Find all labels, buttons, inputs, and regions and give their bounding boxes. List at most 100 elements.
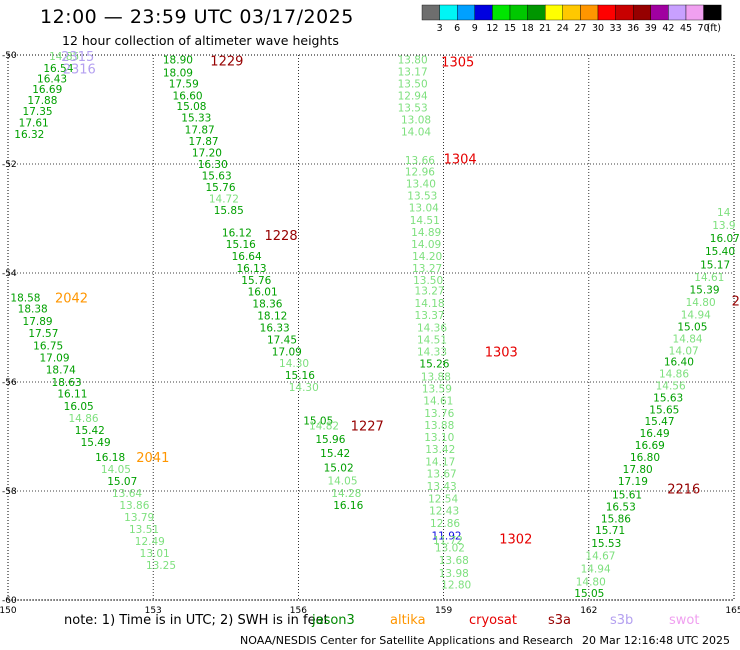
swh-value-label: 11.72 [433, 535, 463, 547]
swh-value-label: 15.16 [285, 370, 315, 382]
swh-value-label: 14.61 [694, 272, 724, 284]
swh-value-label: 17.45 [267, 334, 297, 346]
y-tick-label: -58 [2, 487, 17, 497]
swh-value-label: 15.42 [75, 425, 105, 437]
swh-value-label: 18.74 [46, 364, 76, 376]
swh-value-label: 15.05 [677, 321, 707, 333]
swh-value-label: 13.68 [439, 555, 469, 567]
swh-value-label: 17.87 [185, 125, 215, 137]
colorbar-swatch [615, 4, 634, 21]
swh-value-label: 14.30 [289, 382, 319, 394]
colorbar-swatch [562, 4, 581, 21]
swh-value-label: 14.04 [401, 126, 431, 138]
mission-legend-s3a: s3a [548, 613, 572, 628]
swh-value-label: 13.67 [427, 469, 457, 481]
swh-value-label: 12.43 [429, 506, 459, 518]
swh-value-label: 17.09 [39, 352, 69, 364]
swh-value-label: 17.61 [19, 118, 49, 130]
swh-value-label: 14.51 [417, 334, 447, 346]
colorbar-label: 33 [610, 23, 622, 34]
swh-value-label: 14.17 [425, 457, 455, 469]
swh-value-label: 15.47 [644, 416, 674, 428]
swh-value-label: 15.40 [705, 246, 735, 258]
swh-value-label: 15.42 [320, 448, 350, 460]
swh-value-label: 13.64 [112, 488, 142, 500]
y-tick-label: -60 [2, 596, 17, 606]
swh-value-label: 14.89 [411, 227, 441, 239]
swh-value-label: 18.36 [252, 299, 282, 311]
swh-value-label: 17.80 [623, 464, 653, 476]
swh-value-label: 15.86 [601, 513, 631, 525]
colorbar-label: 24 [557, 23, 569, 34]
swh-value-label: 13.66 [405, 155, 435, 167]
pass-time-label: 2041 [136, 451, 169, 466]
swh-value-label: 15.61 [612, 489, 642, 501]
swh-value-label: 15.07 [107, 476, 137, 488]
swh-value-label: 14.94 [681, 309, 711, 321]
colorbar-swatch [474, 4, 493, 21]
x-tick-label: 162 [580, 606, 597, 616]
colorbar-label: 39 [645, 23, 657, 34]
swh-value-label: 15.05 [574, 588, 604, 600]
swh-value-label: 15.76 [241, 275, 271, 287]
swh-value-label: 12.96 [405, 167, 435, 179]
x-tick-label: 156 [290, 606, 307, 616]
swh-value-label: 13.51 [129, 524, 159, 536]
swh-value-label: 15.39 [689, 284, 719, 296]
swh-value-label: 13.98 [439, 568, 469, 580]
swh-value-label: 17.09 [272, 346, 302, 358]
colorbar-label: 21 [539, 23, 551, 34]
swh-value-label: 13.59 [422, 384, 452, 396]
swh-value-label: 14.84 [673, 333, 703, 345]
pass-time-label: 1305 [441, 56, 474, 71]
swh-value-label: 18.63 [52, 377, 82, 389]
swh-value-label: 15.26 [419, 358, 449, 370]
swh-value-label: 13.43 [427, 481, 457, 493]
swh-value-label: 16.16 [333, 500, 363, 512]
colorbar-swatch [668, 4, 687, 21]
swh-value-label: 15.17 [700, 259, 730, 271]
swh-value-label: 14.51 [410, 215, 440, 227]
swh-value-label: 14.20 [412, 251, 442, 263]
swh-value-label: 17.59 [169, 78, 199, 90]
pass-time-label: 2216 [667, 482, 700, 497]
colorbar-swatch [580, 4, 599, 21]
swh-value-label: 12.80 [441, 580, 471, 592]
swh-value-label: 16.11 [57, 388, 87, 400]
swh-value-label: 18.90 [163, 54, 193, 66]
swh-value-label: 18.38 [18, 303, 48, 315]
swh-value-label: 16.40 [664, 356, 694, 368]
mission-legend-jason3: jason3 [312, 613, 355, 628]
swh-value-label: 14.05 [327, 476, 357, 488]
swh-value-label: 14.09 [411, 239, 441, 251]
colorbar-label: 18 [522, 23, 534, 34]
colorbar-swatch [633, 4, 652, 21]
data-layer: 14.8516.5416.4316.6917.8817.3517.6116.32… [10, 50, 740, 600]
swh-value-label: 16.80 [630, 452, 660, 464]
y-tick-label: -52 [2, 160, 17, 170]
mission-legend-altika: altika [390, 613, 426, 628]
swh-value-label: 16.33 [260, 323, 290, 335]
mission-legend-swot: swot [669, 613, 700, 628]
swh-value-label: 13.01 [140, 548, 170, 560]
x-tick-label: 159 [435, 606, 452, 616]
swh-value-label: 13.17 [398, 66, 428, 78]
swh-value-label: 14.94 [581, 563, 611, 575]
swh-value-label: 13.08 [401, 114, 431, 126]
swh-value-label: 17.35 [23, 106, 53, 118]
pass-time-label: 1303 [485, 345, 518, 360]
swh-value-label: 16.60 [173, 90, 203, 102]
colorbar-label: 30 [592, 23, 604, 34]
swh-value-label: 18.12 [257, 311, 287, 323]
pass-time-label: 1227 [351, 420, 384, 435]
colorbar-swatch [509, 4, 528, 21]
swh-value-label: 15.05 [303, 416, 333, 428]
swh-value-label: 16.13 [236, 263, 266, 275]
swh-value-label: 12.49 [135, 536, 165, 548]
colorbar-swatch [703, 4, 722, 21]
colorbar-label: 36 [627, 23, 639, 34]
swh-value-label: 17.20 [192, 148, 222, 160]
swh-value-label: 14.82 [309, 421, 339, 433]
x-tick-label: 150 [0, 606, 17, 616]
swh-value-label: 14.80 [576, 576, 606, 588]
